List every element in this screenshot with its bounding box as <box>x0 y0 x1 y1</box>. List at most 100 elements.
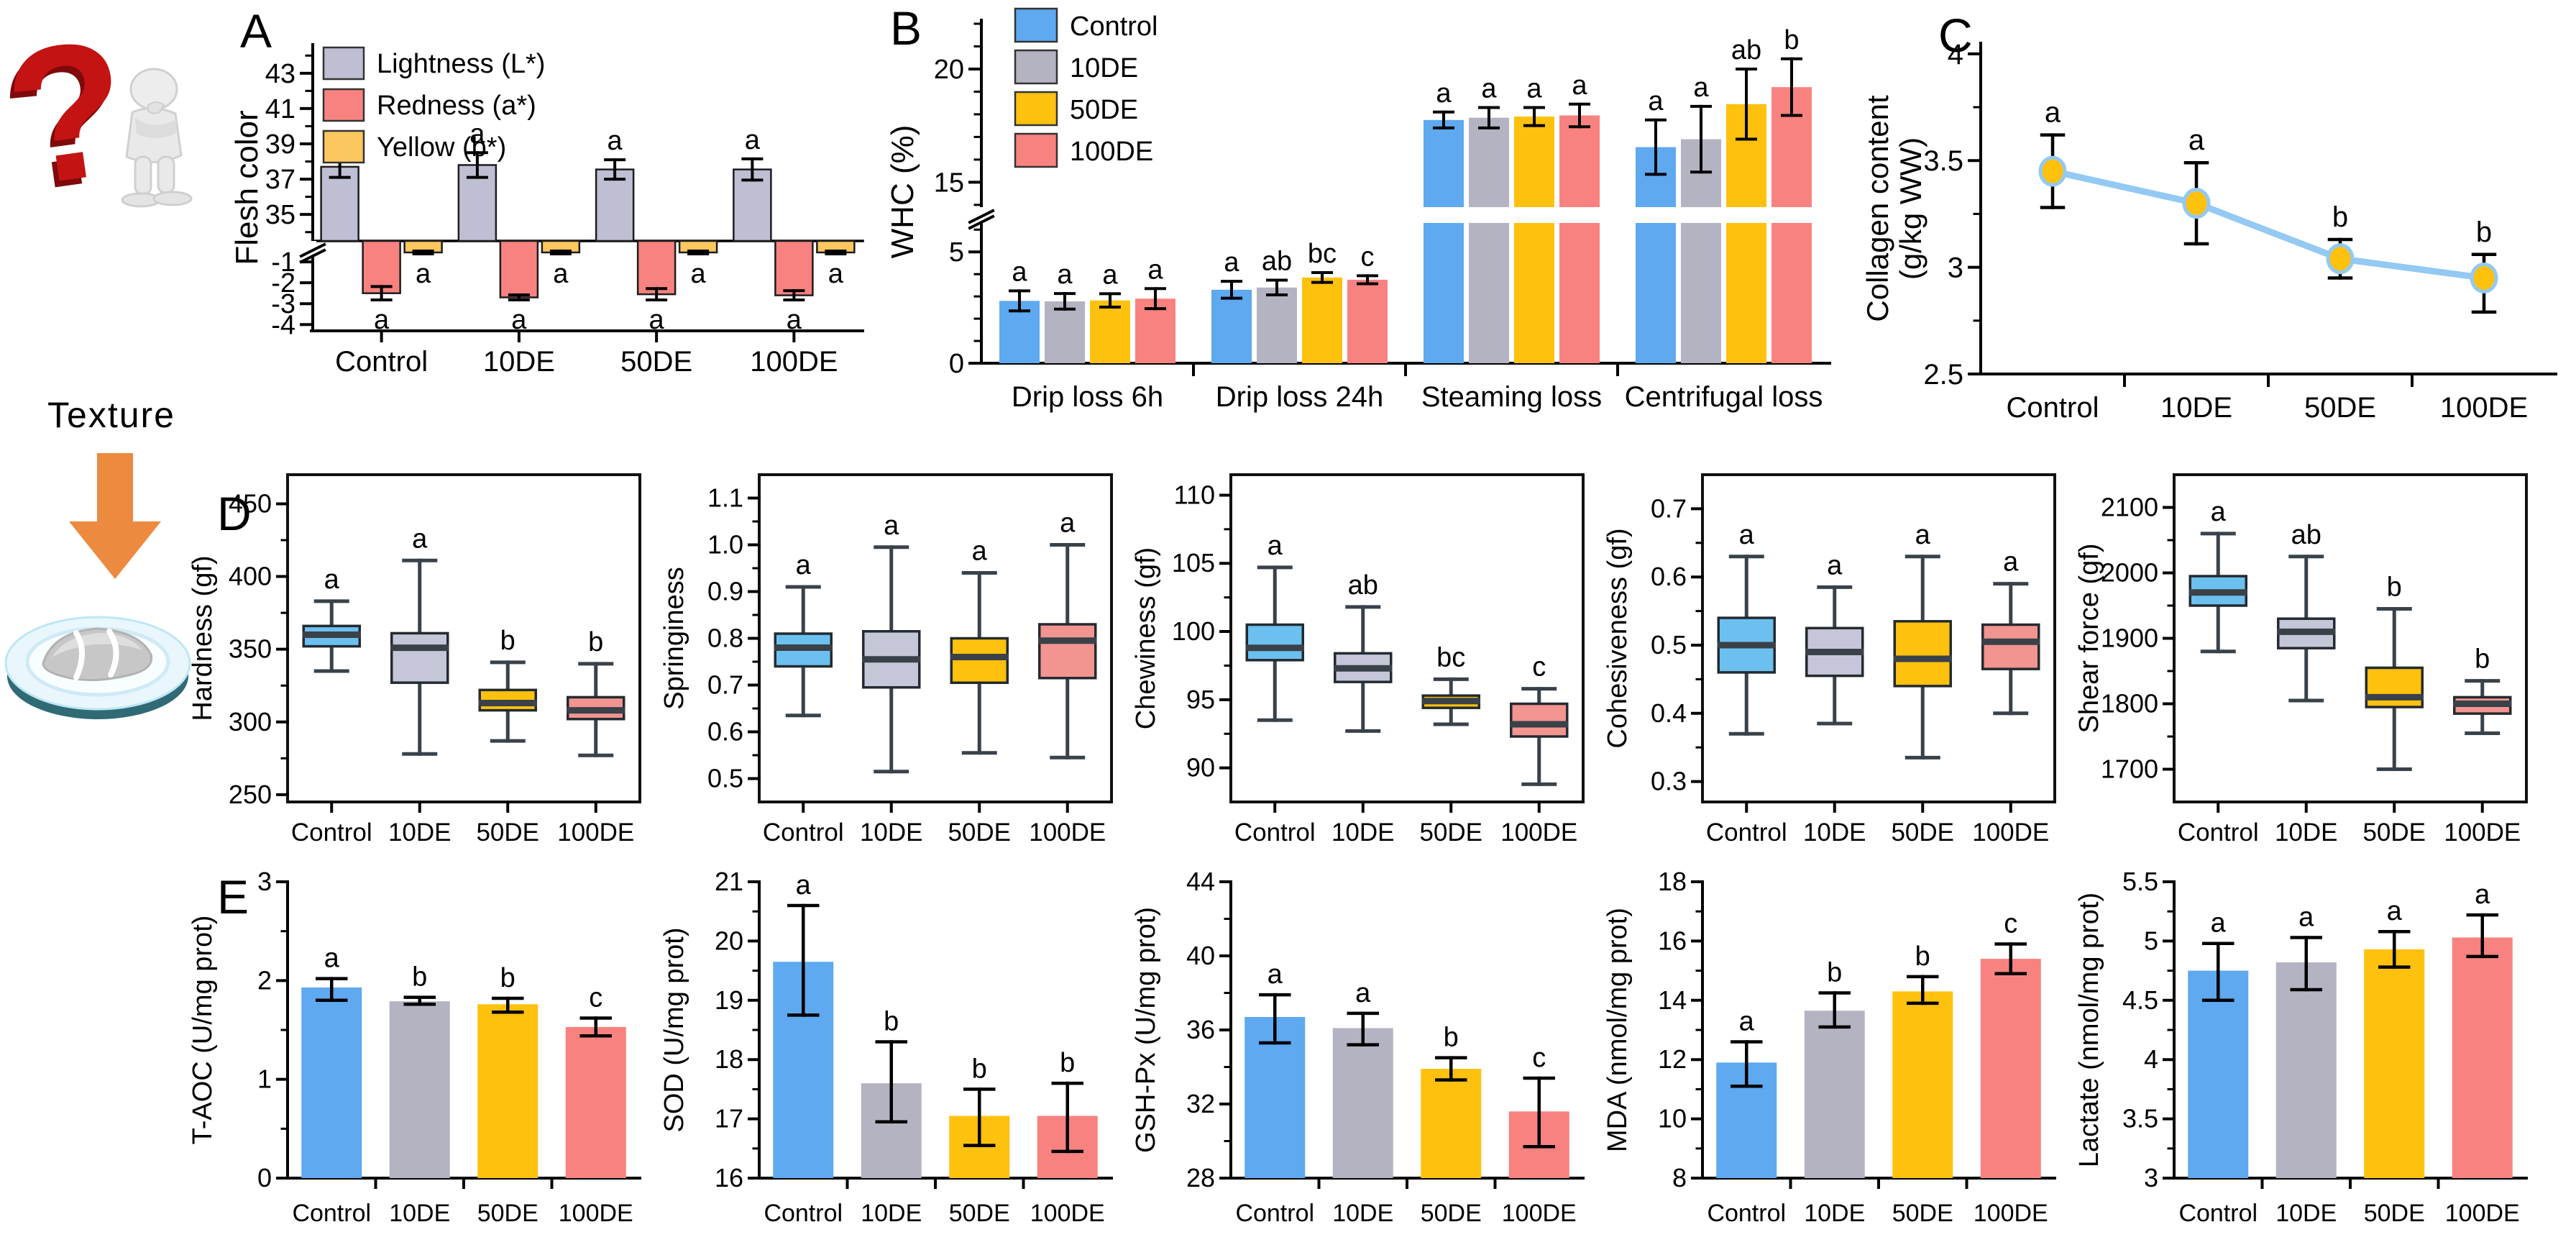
bar <box>1045 301 1085 363</box>
x-category-label: Drip loss 24h <box>1216 381 1383 413</box>
x-category-label: Control <box>1235 1200 1314 1227</box>
sig-letter: a <box>884 511 899 541</box>
bar <box>1302 277 1342 363</box>
sig-letter: b <box>972 1054 987 1084</box>
x-category-label: 100DE <box>1974 1200 2048 1227</box>
y-axis-label: Hardness (gf) <box>188 555 218 721</box>
tick-label: 17 <box>715 1104 743 1134</box>
sig-letter: a <box>796 550 812 580</box>
bar <box>1681 223 1721 363</box>
bar <box>2452 937 2513 1178</box>
x-category-label: 50DE <box>1419 818 1482 847</box>
sig-letter: ab <box>1262 247 1292 277</box>
tick-label: 1700 <box>2101 754 2158 784</box>
chart-svg: 90 95 100 105 110 a Control ab 10DE bc 50DE c 100DE C… <box>1131 473 1585 847</box>
bar <box>774 240 814 296</box>
tick-label: 4 <box>2144 1044 2158 1074</box>
sig-letter: a <box>374 305 390 335</box>
x-category-label: 50DE <box>948 818 1011 847</box>
x-category-label: 100DE <box>2440 392 2528 424</box>
legend-label: Yellow (b*) <box>377 132 506 163</box>
x-category-label: Drip loss 6h <box>1012 381 1163 413</box>
x-category-label: 10DE <box>2160 392 2232 424</box>
legend-swatch <box>1014 7 1058 43</box>
tick-label: 32 <box>1186 1089 1215 1118</box>
x-category-label: 50DE <box>1421 1200 1482 1227</box>
y-axis-label: Shear force (gf) <box>2074 544 2104 734</box>
tick-label: 2 <box>257 965 272 995</box>
sig-letter: b <box>1915 941 1930 972</box>
y-axis-label: Chewiness (gf) <box>1131 547 1161 729</box>
sig-letter: a <box>2298 902 2314 932</box>
sig-letter: c <box>1532 652 1546 683</box>
sig-letter: a <box>324 565 340 595</box>
bar <box>1559 115 1600 207</box>
thinking-person-icon <box>121 68 193 208</box>
tick-label: 105 <box>1172 548 1215 578</box>
legend-swatch <box>322 129 365 164</box>
x-category-label: Control <box>291 818 372 847</box>
y-axis-label: T-AOC (U/mg prot) <box>188 916 218 1145</box>
sig-letter: a <box>796 870 812 900</box>
x-category-label: 50DE <box>2304 392 2376 424</box>
x-category-label: 100DE <box>1500 818 1577 847</box>
x-category-label: 10DE <box>483 346 555 378</box>
box <box>1510 702 1569 738</box>
y-axis-label: MDA (nmol/mg prot) <box>1603 908 1633 1152</box>
tick-label: 90 <box>1186 753 1215 783</box>
lactate-bar-chart: 3 3.5 4 4.5 5 5.5 a Control a 10DE a 50DE a 100DE Lact… <box>2066 862 2538 1240</box>
tick-label: 1800 <box>2101 689 2158 719</box>
x-category-label: Control <box>764 1200 843 1227</box>
sig-letter: a <box>787 305 802 335</box>
fish-plate-icon <box>4 616 191 719</box>
panel-label-c: C <box>1938 9 1973 62</box>
panel-label-a: A <box>240 4 272 58</box>
tick-label: 110 <box>1174 480 1215 509</box>
tick-label: 0.5 <box>1651 630 1687 660</box>
sig-letter: a <box>2211 908 2227 939</box>
chart-svg: 0.3 0.4 0.5 0.6 0.7 a Control a 10DE a 50DE a 100DE C… <box>1603 473 2056 847</box>
tick-label: 0.5 <box>707 764 743 793</box>
sig-letter: a <box>1102 260 1118 290</box>
sig-letter: a <box>972 537 988 567</box>
tick-label: 3 <box>257 867 272 896</box>
sig-letter: a <box>649 305 665 335</box>
x-category-label: Control <box>763 818 844 847</box>
tick-label: 4.5 <box>2122 985 2158 1015</box>
sig-letter: a <box>511 305 527 335</box>
mda-bar-chart: 8 10 12 14 16 18 a Control b 10DE b 50DE c 100DE MDA (… <box>1595 862 2066 1240</box>
whc-chart: 0 5 15 20 Drip loss 6h a a a a Drip loss 24h a ab bc… <box>884 0 1848 460</box>
bar <box>1980 959 2041 1178</box>
tick-label: 28 <box>1186 1163 1215 1192</box>
question-illustration: ? <box>0 0 220 227</box>
sig-letter: c <box>589 983 602 1013</box>
x-category-label: 50DE <box>2362 818 2426 847</box>
panel-label-d: D <box>217 487 252 540</box>
tick-label: 40 <box>1186 941 1215 970</box>
x-category-label: 100DE <box>750 346 838 378</box>
tick-label: 350 <box>229 634 272 664</box>
line-series <box>2052 168 2485 281</box>
tick-label: 14 <box>1658 985 1687 1015</box>
bar <box>301 987 362 1178</box>
panel-e-row: E 0 1 2 3 a Control b 10DE b 50DE c 100DE T-AOC (U/m… <box>180 862 2538 1240</box>
bar <box>595 168 635 242</box>
legend-swatch <box>1014 49 1058 85</box>
tick-label: 44 <box>1186 867 1215 896</box>
panel-a: A -4-3-2-13537394143Controlaaa10DEaaa50D… <box>230 0 877 460</box>
y-axis-label: SOD (U/mg prot) <box>659 927 689 1132</box>
chart-svg: 28 32 36 40 44 a Control a 10DE b 50DE c 100DE GSH-Px… <box>1131 867 1585 1227</box>
tick-label: 0.7 <box>1651 493 1687 523</box>
tick-label: 0.9 <box>707 577 743 606</box>
tick-label: -1 <box>271 247 295 278</box>
tick-label: 0.3 <box>1651 767 1687 796</box>
x-category-label: 100DE <box>1972 818 2049 847</box>
legend-swatch <box>1014 132 1058 168</box>
sig-letter: a <box>1147 255 1163 285</box>
y-axis-label: Cohesiveness (gf) <box>1603 528 1633 748</box>
tick-label: 3.5 <box>1923 145 1963 177</box>
sig-letter: a <box>828 259 844 289</box>
tick-label: 8 <box>1672 1163 1687 1192</box>
springiness-boxplot: 0.5 0.6 0.7 0.8 0.9 1.0 1.1 a Control a 10DE a 50DE a… <box>651 464 1123 867</box>
chart-svg: 2.5 3 3.5 4 a Control a 10DE b 50DE b 100DE Collagen… <box>1861 39 2557 424</box>
